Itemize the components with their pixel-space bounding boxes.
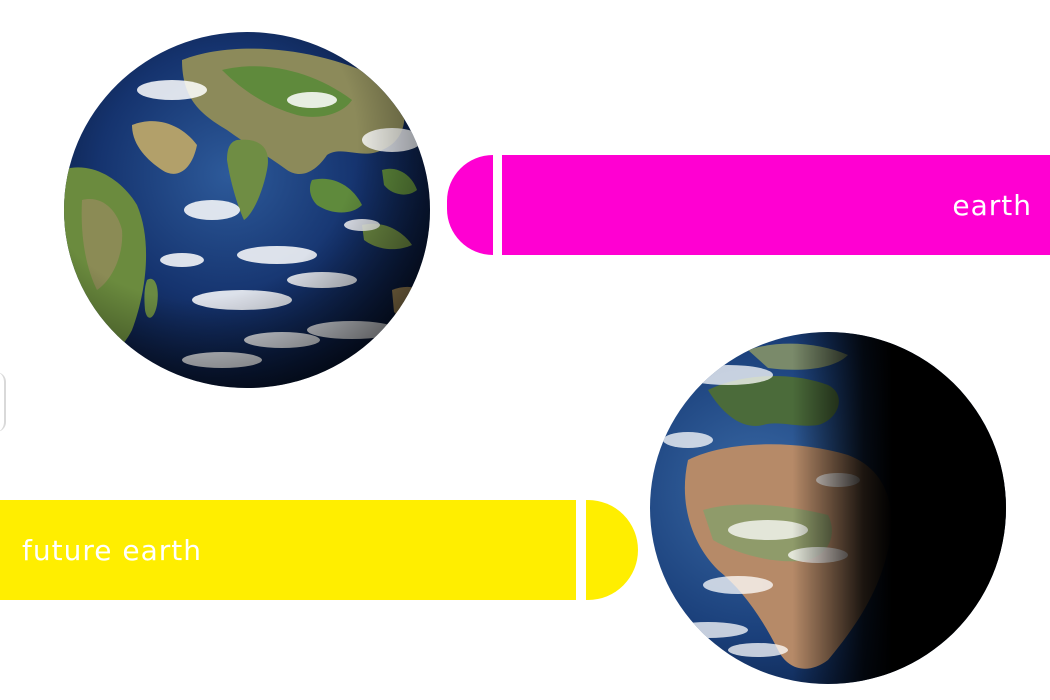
edge-decoration (0, 372, 6, 432)
future-earth-globe-icon (650, 332, 1006, 684)
earth-banner: earth (502, 155, 1050, 255)
future-earth-label: future earth (22, 533, 202, 567)
future-earth-banner: future earth (0, 500, 576, 600)
earth-globe-icon (64, 32, 430, 388)
future-earth-banner-cap (586, 500, 638, 600)
earth-label: earth (952, 188, 1032, 222)
earth-banner-cap (447, 155, 493, 255)
